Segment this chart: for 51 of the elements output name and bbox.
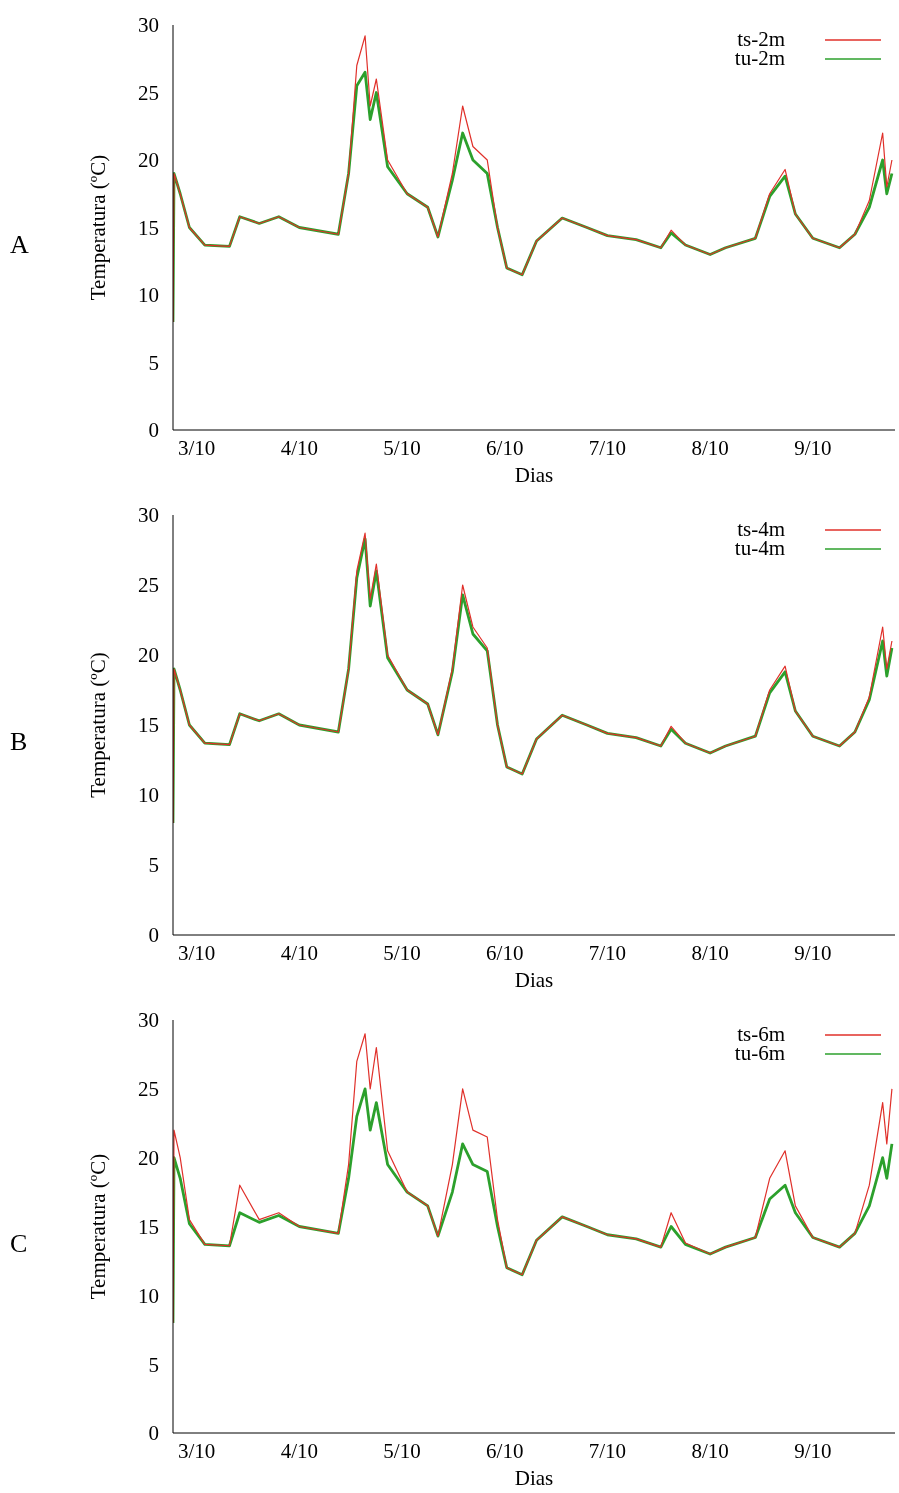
y-tick-label: 15 bbox=[138, 1214, 159, 1239]
x-tick-label: 4/10 bbox=[280, 940, 318, 965]
y-tick-label: 0 bbox=[148, 923, 159, 948]
x-tick-label: 6/10 bbox=[486, 1438, 524, 1463]
text: B bbox=[10, 727, 28, 758]
x-tick-label: 5/10 bbox=[383, 435, 421, 460]
x-tick-label: 9/10 bbox=[794, 1438, 832, 1463]
x-tick-label: 7/10 bbox=[588, 940, 627, 965]
x-tick-label: 4/10 bbox=[280, 1438, 318, 1463]
y-tick-label: 0 bbox=[148, 1421, 159, 1446]
y-tick-label: 10 bbox=[138, 783, 159, 808]
y-tick-label: 30 bbox=[138, 1008, 159, 1033]
y-axis-title: Temperatura (ºC) bbox=[86, 1153, 111, 1300]
x-tick-label: 7/10 bbox=[588, 435, 627, 460]
x-tick-label: 7/10 bbox=[588, 1438, 627, 1463]
x-tick-label: 6/10 bbox=[486, 435, 524, 460]
x-tick-label: 9/10 bbox=[794, 435, 832, 460]
x-tick-label: 9/10 bbox=[794, 940, 832, 965]
x-tick-label: 8/10 bbox=[691, 435, 729, 460]
y-tick-label: 25 bbox=[138, 1077, 159, 1102]
y-tick-label: 15 bbox=[138, 713, 159, 738]
y-tick-label: 10 bbox=[138, 283, 159, 308]
x-tick-label: 3/10 bbox=[177, 1438, 216, 1463]
text: A bbox=[10, 230, 29, 261]
y-tick-label: 10 bbox=[138, 1283, 159, 1308]
y-axis-title: Temperatura (ºC) bbox=[86, 154, 111, 301]
y-axis-title: Temperatura (ºC) bbox=[86, 652, 111, 798]
x-tick-label: 5/10 bbox=[383, 940, 421, 965]
y-tick-label: 25 bbox=[138, 80, 159, 105]
text: C bbox=[10, 1229, 28, 1260]
y-tick-label: 0 bbox=[148, 418, 159, 443]
x-tick-label: 4/10 bbox=[280, 435, 318, 460]
y-tick-label: 5 bbox=[148, 1352, 159, 1377]
y-tick-label: 15 bbox=[138, 215, 159, 240]
y-tick-label: 20 bbox=[138, 148, 159, 173]
y-tick-label: 5 bbox=[148, 853, 159, 878]
y-tick-label: 30 bbox=[138, 503, 159, 528]
x-axis-title: Dias bbox=[514, 968, 554, 992]
x-tick-label: 8/10 bbox=[691, 1438, 729, 1463]
x-axis-title: Dias bbox=[514, 463, 554, 487]
y-tick-label: 25 bbox=[138, 573, 159, 598]
y-tick-label: 20 bbox=[138, 643, 159, 668]
y-tick-label: 20 bbox=[138, 1146, 159, 1171]
x-tick-label: 3/10 bbox=[177, 435, 216, 460]
x-tick-label: 3/10 bbox=[177, 940, 216, 965]
y-tick-label: 30 bbox=[138, 13, 159, 38]
x-tick-label: 6/10 bbox=[486, 940, 524, 965]
x-tick-label: 5/10 bbox=[383, 1438, 421, 1463]
x-axis-title: Dias bbox=[514, 1466, 554, 1490]
x-tick-label: 8/10 bbox=[691, 940, 729, 965]
y-tick-label: 5 bbox=[148, 350, 159, 375]
